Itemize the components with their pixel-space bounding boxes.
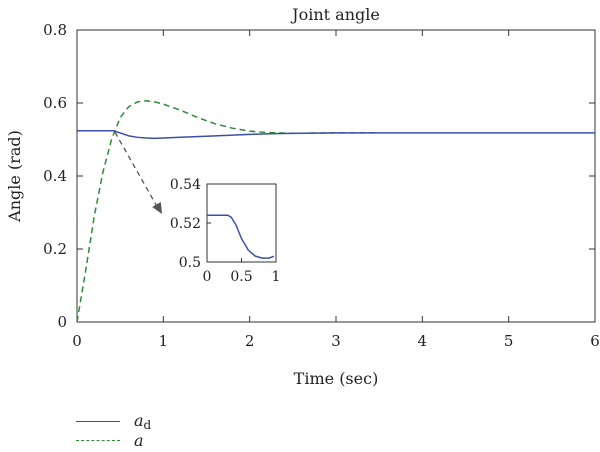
inset-x-tick-label: 1 <box>272 269 281 285</box>
inset-y-tick-label: 0.54 <box>170 177 201 193</box>
legend: ad a <box>76 411 152 450</box>
legend-item-a: a <box>76 431 151 450</box>
legend-label-ad: ad <box>134 411 152 432</box>
y-tick-label: 0.2 <box>43 240 67 258</box>
annotation-arrow-line <box>114 131 160 211</box>
series-line-ad <box>77 129 595 140</box>
inset-frame <box>206 183 277 263</box>
y-tick-label: 0.6 <box>43 94 67 112</box>
plot-frame <box>76 29 596 323</box>
y-tick-label: 0.8 <box>43 21 67 39</box>
x-tick-label: 6 <box>590 332 600 350</box>
series-line-a <box>76 100 380 323</box>
y-tick-label: 0 <box>57 313 67 331</box>
y-axis-label: Angle (rad) <box>5 130 24 223</box>
inset-y-tick-label: 0.5 <box>179 255 201 271</box>
x-tick-label: 4 <box>418 332 428 350</box>
x-tick-label: 0 <box>72 332 82 350</box>
chart-title: Joint angle <box>290 5 380 24</box>
inset-x-tick-label: 0.5 <box>230 269 252 285</box>
x-axis-label: Time (sec) <box>294 369 379 388</box>
legend-swatch-solid <box>76 421 120 422</box>
inset-series-line-ad <box>207 214 275 259</box>
legend-swatch-dashed <box>76 440 120 441</box>
legend-item-ad: ad <box>76 411 152 432</box>
inset-y-tick-label: 0.52 <box>170 216 201 232</box>
x-tick-label: 3 <box>331 332 341 350</box>
y-tick-label: 0.4 <box>43 167 67 185</box>
inset-x-tick-label: 0 <box>203 269 212 285</box>
x-tick-label: 2 <box>245 332 255 350</box>
legend-label-a: a <box>134 431 144 450</box>
x-tick-label: 5 <box>504 332 514 350</box>
x-tick-label: 1 <box>159 332 169 350</box>
annotation-arrow-head <box>152 201 162 214</box>
